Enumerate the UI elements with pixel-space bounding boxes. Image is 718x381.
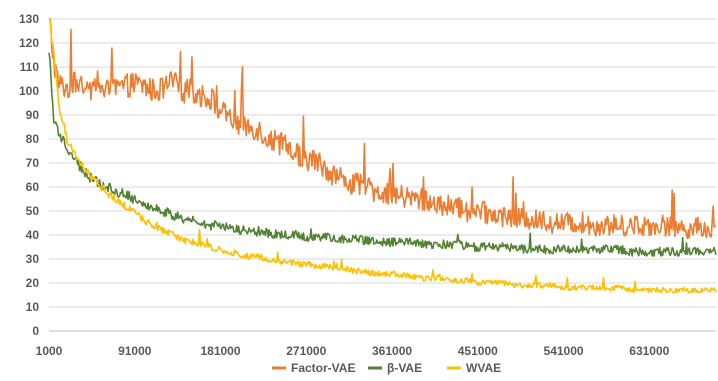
legend-label: β-VAE xyxy=(387,361,422,375)
y-tick-label: 10 xyxy=(26,300,40,314)
y-tick-label: 90 xyxy=(26,108,40,122)
legend-label: WVAE xyxy=(466,361,501,375)
x-tick-label: 1000 xyxy=(36,344,63,358)
gridlines xyxy=(49,18,716,308)
series-line-factor-vae xyxy=(49,18,717,240)
series-line--vae xyxy=(48,52,717,257)
x-tick-label: 631000 xyxy=(629,344,669,358)
x-tick-label: 451000 xyxy=(458,344,498,358)
y-tick-label: 20 xyxy=(26,276,40,290)
y-tick-label: 0 xyxy=(32,324,39,338)
series-lines xyxy=(48,18,717,294)
y-tick-label: 130 xyxy=(19,12,39,26)
y-tick-label: 120 xyxy=(19,36,39,50)
x-tick-label: 271000 xyxy=(286,344,326,358)
x-tick-label: 91000 xyxy=(118,344,152,358)
legend-label: Factor-VAE xyxy=(291,361,355,375)
x-tick-label: 181000 xyxy=(200,344,240,358)
y-tick-label: 70 xyxy=(26,156,40,170)
axes: 0 10 20 30 40 50 60 70 80 90 100 110 120 130 1000 91000… xyxy=(19,12,716,358)
y-tick-label: 60 xyxy=(26,180,40,194)
series-line-wvae xyxy=(48,18,717,294)
legend: Factor-VAE β-VAE WVAE xyxy=(272,361,501,375)
x-tick-label: 541000 xyxy=(544,344,584,358)
y-tick-label: 30 xyxy=(26,252,40,266)
y-tick-label: 80 xyxy=(26,132,40,146)
y-tick-label: 50 xyxy=(26,204,40,218)
x-tick-label: 361000 xyxy=(372,344,412,358)
y-tick-label: 40 xyxy=(26,228,40,242)
y-tick-label: 110 xyxy=(20,60,40,74)
y-tick-label: 100 xyxy=(19,84,39,98)
